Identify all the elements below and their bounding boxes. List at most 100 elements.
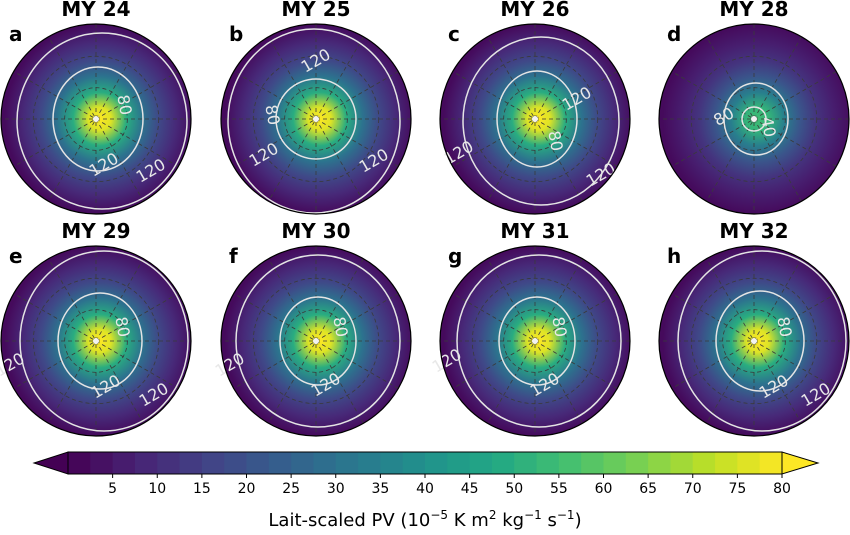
colorbar-tick-label: 35 bbox=[371, 481, 389, 497]
pole-marker-g bbox=[532, 338, 538, 344]
contour-line-b-1 bbox=[227, 28, 401, 214]
panel-title-g: MY 31 bbox=[500, 219, 569, 243]
colorbar-segment bbox=[603, 452, 627, 474]
colorbar-segment bbox=[68, 452, 91, 474]
colorbar-segment bbox=[692, 452, 716, 474]
colorbar-tick-label: 5 bbox=[108, 481, 117, 497]
colorbar-segment bbox=[425, 452, 448, 474]
colorbar-segment bbox=[469, 452, 493, 474]
colorbar: 5 10 15 20 25 30 35 40 45 50 55 60 65 70 75 80 Lait-scal… bbox=[32, 451, 820, 531]
contour-label-b-0: 80 bbox=[261, 103, 283, 126]
panel-letter-b: b bbox=[229, 22, 243, 46]
colorbar-segment bbox=[648, 452, 671, 474]
panel-title-e: MY 29 bbox=[61, 219, 130, 243]
colorbar-tick-label: 25 bbox=[282, 481, 300, 497]
contour-line-h-1 bbox=[677, 250, 847, 432]
contour-line-d-1 bbox=[723, 82, 789, 156]
panel-title-c: MY 26 bbox=[500, 0, 569, 21]
contour-label-f-0: 80 bbox=[329, 315, 351, 338]
panel-outline-b bbox=[220, 23, 412, 215]
colorbar-extend-max bbox=[781, 451, 820, 475]
colorbar-segment bbox=[268, 452, 292, 474]
colorbar-tick-label: 10 bbox=[148, 481, 166, 497]
pole-marker-e bbox=[93, 338, 99, 344]
colorbar-segment bbox=[380, 452, 404, 474]
colorbar-tick-label: 45 bbox=[461, 481, 479, 497]
contour-line-d-0 bbox=[741, 106, 767, 132]
contour-label-a-0: 80 bbox=[113, 93, 135, 116]
contour-label-h-0: 80 bbox=[773, 315, 795, 338]
colorbar-tick-label: 40 bbox=[416, 481, 434, 497]
colorbar-tick-label: 70 bbox=[684, 481, 702, 497]
colorbar-segment bbox=[447, 452, 471, 474]
pole-marker-d bbox=[751, 116, 757, 122]
colorbar-segment bbox=[291, 452, 314, 474]
contour-label-e-0: 80 bbox=[111, 315, 133, 338]
colorbar-tick-label: 75 bbox=[728, 481, 746, 497]
panel-letter-e: e bbox=[9, 244, 23, 268]
colorbar-segment bbox=[625, 452, 649, 474]
colorbar-segment bbox=[715, 452, 738, 474]
contour-label-g-0: 80 bbox=[548, 315, 570, 338]
colorbar-segment bbox=[157, 452, 181, 474]
panel-title-h: MY 32 bbox=[719, 219, 788, 243]
colorbar-segment bbox=[581, 452, 604, 474]
colorbar-segment bbox=[90, 452, 114, 474]
colorbar-tick-label: 15 bbox=[193, 481, 211, 497]
contour-line-c-1 bbox=[462, 36, 620, 206]
colorbar-tick-label: 20 bbox=[238, 481, 256, 497]
panel-title-f: MY 30 bbox=[281, 219, 350, 243]
colorbar-segment bbox=[402, 452, 426, 474]
contour-label-c-0: 80 bbox=[544, 129, 566, 152]
contour-line-e-1 bbox=[19, 250, 189, 432]
colorbar-segment bbox=[112, 452, 136, 474]
panel-outline-g bbox=[439, 245, 631, 437]
panel-outline-c bbox=[439, 23, 631, 215]
contour-line-b-0 bbox=[275, 78, 357, 160]
colorbar-segment bbox=[491, 452, 515, 474]
colorbar-segment bbox=[759, 452, 783, 474]
panel-letter-d: d bbox=[667, 22, 681, 46]
contour-line-a-0 bbox=[52, 66, 144, 172]
colorbar-segment bbox=[536, 452, 560, 474]
pole-marker-a bbox=[93, 116, 99, 122]
contour-line-h-0 bbox=[715, 290, 805, 392]
colorbar-segment bbox=[335, 452, 359, 474]
colorbar-segment bbox=[246, 452, 270, 474]
contour-line-e-0 bbox=[57, 292, 143, 390]
pole-marker-c bbox=[532, 116, 538, 122]
panel-letter-g: g bbox=[448, 244, 462, 268]
contour-line-g-1 bbox=[456, 254, 622, 428]
panel-letter-h: h bbox=[667, 244, 681, 268]
panel-outline-d bbox=[658, 23, 850, 215]
colorbar-segment bbox=[134, 452, 158, 474]
contour-line-c-0 bbox=[496, 70, 578, 168]
colorbar-tick-label: 55 bbox=[550, 481, 568, 497]
contour-line-f-0 bbox=[279, 296, 357, 386]
colorbar-tick-label: 60 bbox=[595, 481, 613, 497]
colorbar-segment bbox=[670, 452, 694, 474]
colorbar-segment bbox=[558, 452, 582, 474]
panel-letter-a: a bbox=[9, 22, 23, 46]
colorbar-tick-label: 65 bbox=[639, 481, 657, 497]
colorbar-label: Lait-scaled PV (10−5 K m2 kg−1 s−1) bbox=[268, 508, 581, 531]
colorbar-segment bbox=[514, 452, 538, 474]
contour-label-d-0: 40 bbox=[757, 115, 779, 138]
panel-outline-a bbox=[0, 23, 192, 215]
colorbar-tick-label: 50 bbox=[505, 481, 523, 497]
panel-outline-f bbox=[220, 245, 412, 437]
colorbar-tick-label: 30 bbox=[327, 481, 345, 497]
colorbar-extend-min bbox=[32, 451, 69, 475]
colorbar-segment bbox=[358, 452, 381, 474]
panel-title-d: MY 28 bbox=[719, 0, 788, 21]
pole-marker-b bbox=[313, 116, 319, 122]
